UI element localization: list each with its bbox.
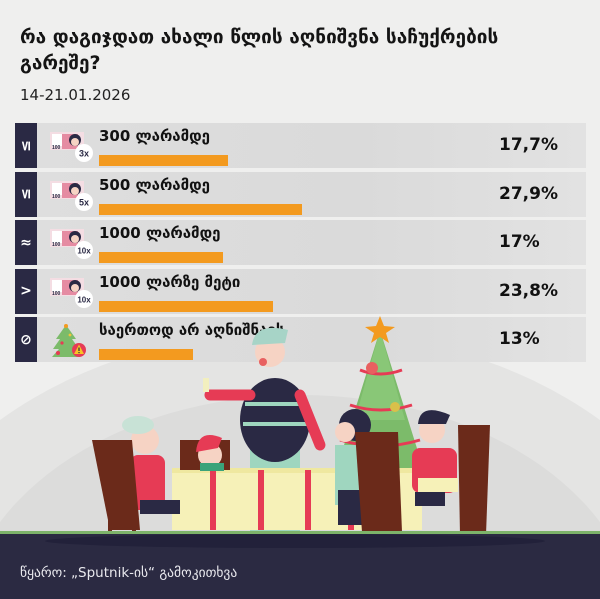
result-row: ⊘ საერთოდ არ აღნიშნავს 13%: [15, 317, 586, 362]
comparison-symbol: >: [15, 268, 37, 314]
seated-grandma-illustration: [92, 416, 180, 535]
comparison-symbol: ⊘: [15, 317, 37, 362]
row-label: საერთოდ არ აღნიშნავს: [99, 321, 285, 339]
row-label: 1000 ლარამდე: [99, 224, 221, 242]
banknote-5x-icon: 100 5x: [50, 180, 93, 211]
banknote-10x-icon: 100 10x: [50, 229, 93, 259]
svg-text:100: 100: [52, 194, 61, 200]
seated-kid-illustration: [180, 435, 230, 471]
christmas-tree-warning-icon: [52, 324, 86, 357]
svg-text:100: 100: [52, 291, 61, 297]
value-bar: [99, 155, 228, 166]
svg-text:10x: 10x: [77, 295, 91, 304]
row-value: 17,7%: [499, 135, 558, 155]
value-bar: [99, 252, 223, 263]
comparison-symbol: ≤: [15, 123, 37, 168]
row-value: 27,9%: [499, 183, 558, 204]
survey-date: 14-21.01.2026: [20, 86, 131, 104]
row-label: 1000 ლარზე მეტი: [99, 272, 241, 291]
row-label: 300 ლარამდე: [99, 127, 210, 145]
ground-stripe: [0, 531, 600, 535]
results-list: ≤ 100 3x 300 ლარამდე 17,7% ≤ 100 5x 500 …: [15, 123, 586, 366]
svg-text:100: 100: [52, 145, 61, 151]
row-label: 500 ლარამდე: [99, 175, 210, 194]
comparison-symbol: ≤: [15, 171, 37, 217]
source-note: წყარო: „Sputnik-ის“ გამოკითხვა: [20, 565, 238, 581]
seated-boy-illustration: [412, 410, 490, 535]
result-row: ≈ 100 10x 1000 ლარამდე 17%: [15, 220, 586, 265]
result-row: ≤ 100 5x 500 ლარამდე 27,9%: [15, 171, 586, 217]
page-title: რა დაგიჯდათ ახალი წლის აღნიშვნა საჩუქრებ…: [20, 26, 499, 74]
value-bar: [99, 349, 193, 360]
table-shadow: [45, 534, 545, 548]
comparison-symbol: ≈: [15, 220, 37, 265]
row-value: 13%: [499, 329, 540, 349]
result-row: > 100 10x 1000 ლარზე მეტი 23,8%: [15, 268, 586, 314]
value-bar: [99, 203, 302, 215]
family-dinner-illustration: [92, 316, 490, 535]
row-value: 17%: [499, 232, 540, 252]
banknote-3x-icon: 100 3x: [50, 132, 93, 162]
svg-text:100: 100: [52, 242, 61, 248]
svg-text:3x: 3x: [79, 149, 89, 159]
svg-text:10x: 10x: [77, 247, 91, 256]
banknote-10x-icon: 100 10x: [50, 277, 93, 308]
seated-woman-illustration: [335, 409, 402, 532]
svg-text:5x: 5x: [79, 197, 89, 207]
result-row: ≤ 100 3x 300 ლარამდე 17,7%: [15, 123, 586, 168]
footer: წყარო: „Sputnik-ის“ გამოკითხვა: [0, 534, 600, 599]
value-bar: [99, 300, 273, 312]
row-value: 23,8%: [499, 280, 558, 301]
